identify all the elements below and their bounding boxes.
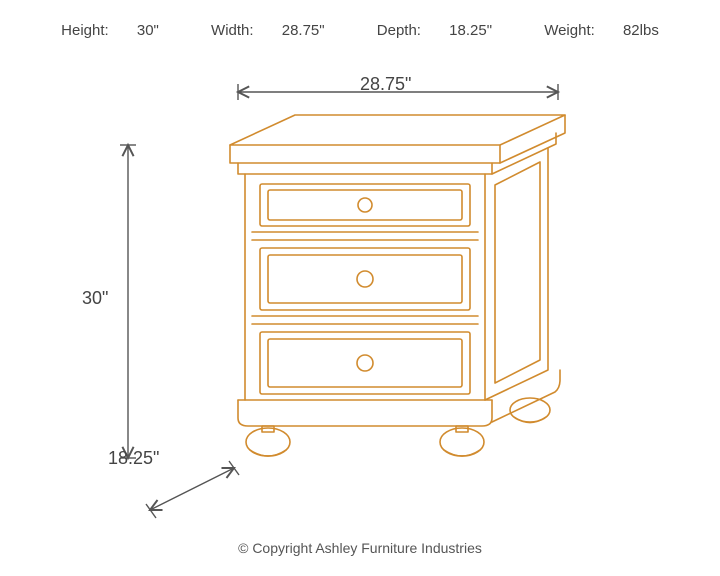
spec-weight: Weight: 82lbs [532,22,671,39]
diagram-canvas: 28.75" 30" 18.25" [0,50,720,540]
width-label: 28.75" [360,74,411,95]
nightstand-drawing [230,115,565,456]
spec-depth: Depth: 18.25" [365,22,504,39]
height-label: 30" [82,288,108,309]
copyright-text: © Copyright Ashley Furniture Industries [0,540,720,556]
spec-width: Width: 28.75" [199,22,337,39]
depth-label: 18.25" [108,448,159,469]
depth-dim-line [150,468,234,510]
spec-height: Height: 30" [49,22,171,39]
dimension-lines [120,84,558,518]
spec-header: Height: 30" Width: 28.75" Depth: 18.25" … [0,22,720,39]
